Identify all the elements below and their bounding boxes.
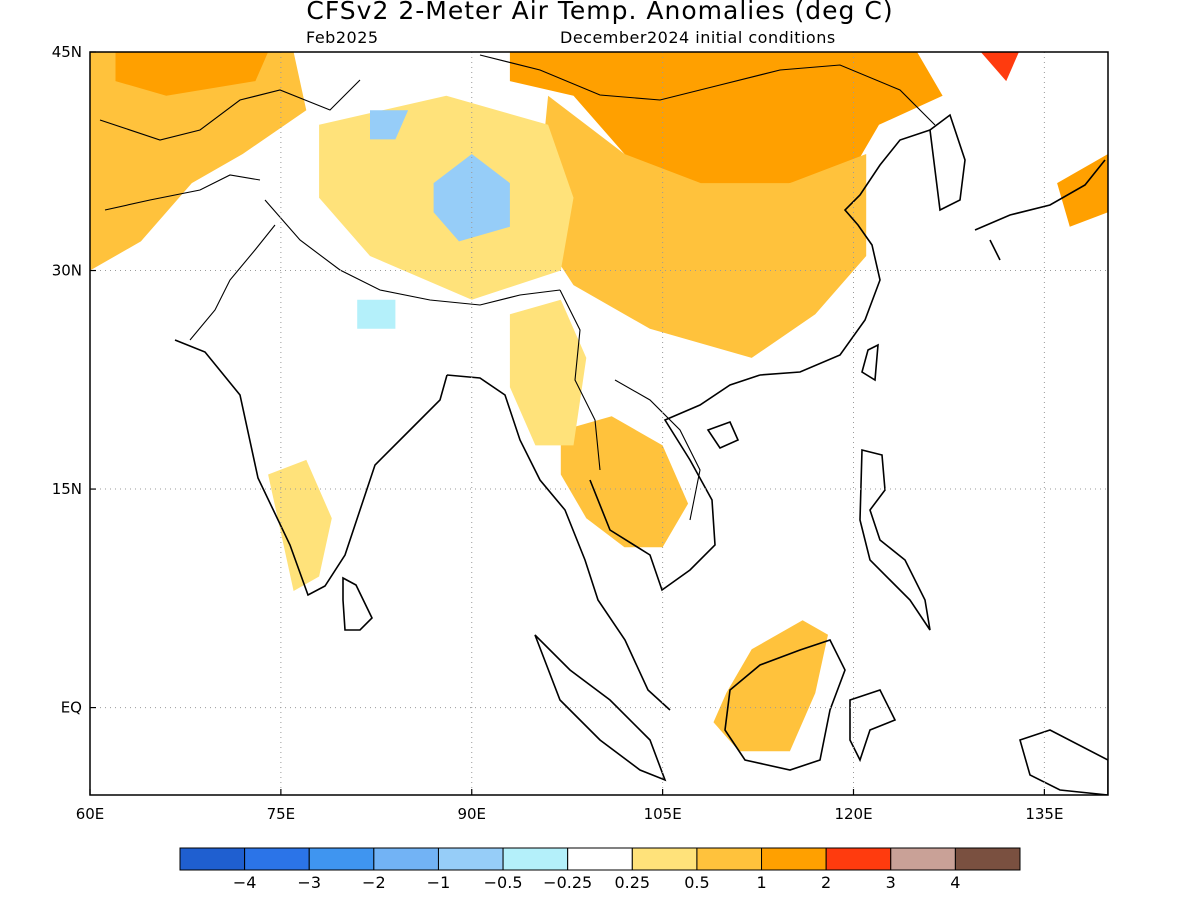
colorbar-label: 2 <box>821 873 831 892</box>
colorbar-label: 0.5 <box>684 873 709 892</box>
coastline-taiwan <box>861 343 879 382</box>
colorbar: −4 −3 −2 −1 −0.5 −0.25 0.25 0.5 1 2 3 4 <box>179 847 1021 892</box>
initial-conditions: December2024 initial conditions <box>560 28 836 47</box>
valid-month: Feb2025 <box>306 28 379 47</box>
anomaly-region-india-north-cold <box>357 299 396 329</box>
coastline-bay-of-bengal-east <box>446 374 671 711</box>
colorbar-swatch <box>825 847 892 871</box>
coastline-india <box>174 339 448 597</box>
border-mongolia <box>479 54 936 126</box>
lat-tick-label: 30N <box>52 262 82 280</box>
colorbar-swatch <box>890 847 956 871</box>
colorbar-label: −0.25 <box>543 873 592 892</box>
coastline-korea <box>929 113 966 212</box>
colorbar-swatch <box>308 847 375 871</box>
coastline-new-guinea <box>1019 729 1108 795</box>
colorbar-swatch <box>437 847 504 871</box>
colorbar-label: −3 <box>297 873 321 892</box>
colorbar-label: 0.25 <box>614 873 650 892</box>
anomaly-region-myanmar <box>509 299 587 446</box>
colorbar-swatch <box>502 847 569 871</box>
lon-tick-label: 105E <box>644 805 682 823</box>
lon-tick-label: 120E <box>834 805 872 823</box>
colorbar-swatch <box>696 847 763 871</box>
border-himalaya <box>264 199 561 306</box>
colorbar-swatch <box>567 847 633 871</box>
coastline-south-china <box>759 129 931 376</box>
coastline-sumatra <box>534 634 667 782</box>
border-pakistan <box>189 224 276 341</box>
colorbar-label: −2 <box>362 873 386 892</box>
coastline-sri-lanka <box>342 576 373 631</box>
colorbar-swatch <box>373 847 439 871</box>
lat-tick-label: EQ <box>61 699 82 717</box>
border-afghanistan <box>104 174 261 211</box>
border-myanmar <box>559 289 601 471</box>
colorbar-swatch <box>244 847 310 871</box>
lat-tick-label: 15N <box>52 480 82 498</box>
border-laos <box>614 379 701 521</box>
anomaly-region-india-south <box>268 459 332 591</box>
anomaly-region-kazakhstan-north <box>115 52 269 96</box>
axis-tick-labels: 60E 75E 90E 105E 120E 135E 45N 30N 15N EQ <box>52 43 1064 823</box>
coastlines <box>174 113 1108 795</box>
lat-tick-label: 45N <box>52 43 82 61</box>
colorbar-swatch <box>631 847 698 871</box>
colorbar-label: 3 <box>886 873 896 892</box>
plot-frame <box>89 51 1109 796</box>
colorbar-swatch <box>954 847 1021 871</box>
anomaly-region-russia-far-east <box>980 52 1019 82</box>
anomaly-region-indochina <box>560 416 689 548</box>
border-central-asia <box>99 79 361 141</box>
lon-tick-label: 90E <box>457 805 486 823</box>
colorbar-label: −1 <box>427 873 451 892</box>
colorbar-label: 4 <box>950 873 960 892</box>
colorbar-label: 1 <box>756 873 766 892</box>
coastline-sulawesi <box>849 689 897 763</box>
coastline-japan <box>974 159 1106 261</box>
anomaly-region-tarim-cold <box>370 110 409 140</box>
map-title: CFSv2 2-Meter Air Temp. Anomalies (deg C… <box>306 0 894 25</box>
lon-tick-label: 135E <box>1025 805 1063 823</box>
anomaly-region-mongolia-china-north <box>509 52 943 242</box>
coastline-hainan <box>706 420 740 450</box>
anomaly-region-borneo <box>713 620 828 752</box>
colorbar-label: −0.5 <box>484 873 523 892</box>
lon-tick-label: 75E <box>267 805 296 823</box>
coastline-philippines <box>859 448 931 631</box>
coastline-indochina <box>589 374 761 592</box>
colorbar-swatch <box>761 847 827 871</box>
anomaly-region-china-central <box>535 95 867 358</box>
anomaly-region-west-asia <box>90 52 307 271</box>
colorbar-label: −4 <box>233 873 257 892</box>
country-borders <box>99 54 936 521</box>
coastline-borneo <box>724 639 846 771</box>
lon-tick-label: 60E <box>76 805 105 823</box>
colorbar-swatch <box>179 847 246 871</box>
